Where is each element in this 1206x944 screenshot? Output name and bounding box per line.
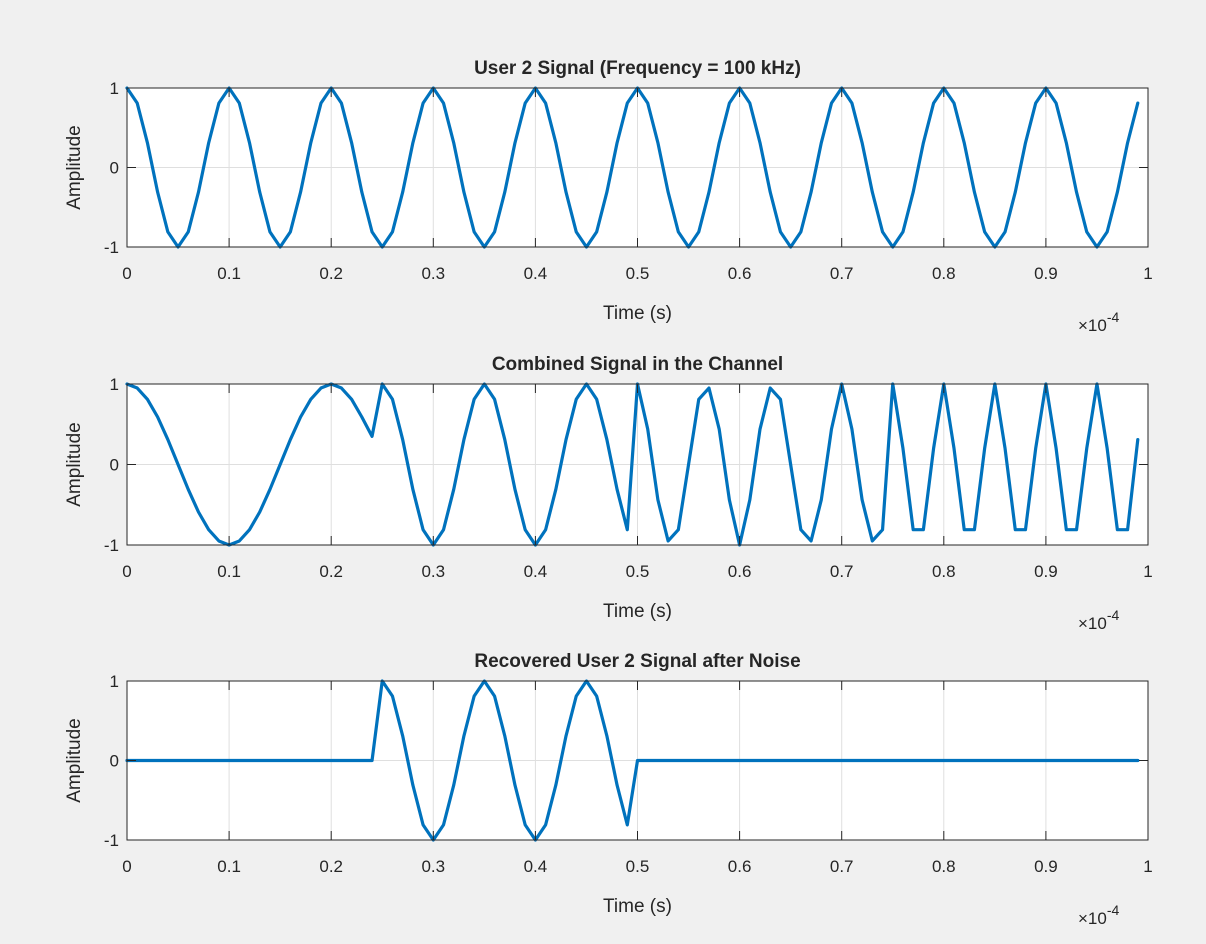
x-exponent-base: ×10 — [1078, 909, 1107, 928]
x-tick-label: 0.7 — [830, 264, 854, 283]
x-exponent-base: ×10 — [1078, 316, 1107, 335]
x-tick-label: 0.6 — [728, 264, 752, 283]
y-tick-label: 0 — [110, 752, 119, 771]
x-tick-label: 1 — [1143, 857, 1152, 876]
x-tick-label: 0.2 — [319, 857, 343, 876]
x-axis-label: Time (s) — [603, 896, 672, 917]
chart-title: User 2 Signal (Frequency = 100 kHz) — [474, 58, 801, 79]
x-tick-label: 0.3 — [421, 264, 445, 283]
y-tick-label: -1 — [104, 536, 119, 555]
x-exponent-label: ×10-4 — [1078, 309, 1120, 335]
y-axis-label: Amplitude — [64, 125, 85, 210]
x-tick-label: 0.1 — [217, 857, 241, 876]
x-exponent-base: ×10 — [1078, 614, 1107, 633]
x-tick-label: 0.3 — [421, 857, 445, 876]
x-tick-label: 0.9 — [1034, 264, 1058, 283]
x-tick-label: 0.4 — [524, 562, 548, 581]
x-tick-label: 0.1 — [217, 264, 241, 283]
y-axis-label: Amplitude — [64, 718, 85, 803]
y-tick-label: -1 — [104, 238, 119, 257]
series-line-1 — [125, 86, 1140, 249]
x-exponent-power: -4 — [1107, 309, 1120, 325]
x-tick-label: 0.8 — [932, 562, 956, 581]
y-tick-label: 1 — [110, 375, 119, 394]
series-line-1 — [125, 679, 1140, 842]
x-exponent-power: -4 — [1107, 607, 1120, 623]
x-tick-label: 0.1 — [217, 562, 241, 581]
x-tick-label: 0.9 — [1034, 857, 1058, 876]
x-tick-label: 0.4 — [524, 857, 548, 876]
x-tick-label: 0.4 — [524, 264, 548, 283]
x-tick-label: 0.5 — [626, 562, 650, 581]
y-tick-label: 0 — [110, 159, 119, 178]
y-tick-label: 1 — [110, 79, 119, 98]
x-tick-label: 0 — [122, 857, 131, 876]
chart-title: Recovered User 2 Signal after Noise — [474, 651, 800, 672]
x-tick-label: 0.5 — [626, 857, 650, 876]
x-tick-label: 0.8 — [932, 264, 956, 283]
series-line-1 — [125, 382, 1140, 547]
x-axis-label: Time (s) — [603, 601, 672, 622]
x-tick-label: 0.9 — [1034, 562, 1058, 581]
x-tick-label: 0.2 — [319, 562, 343, 581]
x-axis-label: Time (s) — [603, 303, 672, 324]
y-tick-label: 0 — [110, 456, 119, 475]
subplot-3: 0 0.1 0.2 0.3 0.4 0.5 0.6 0.7 0.8 0.9 1-101Recover… — [64, 651, 1153, 928]
x-tick-label: 1 — [1143, 264, 1152, 283]
x-exponent-power: -4 — [1107, 902, 1120, 918]
x-tick-label: 0.5 — [626, 264, 650, 283]
chart-title: Combined Signal in the Channel — [492, 354, 783, 375]
x-exponent-label: ×10-4 — [1078, 607, 1120, 633]
y-axis-label: Amplitude — [64, 422, 85, 507]
x-tick-label: 1 — [1143, 562, 1152, 581]
x-tick-label: 0.2 — [319, 264, 343, 283]
x-tick-label: 0.3 — [421, 562, 445, 581]
subplot-2: 0 0.1 0.2 0.3 0.4 0.5 0.6 0.7 0.8 0.9 1-101Combine… — [64, 354, 1153, 633]
x-tick-label: 0.8 — [932, 857, 956, 876]
x-exponent-label: ×10-4 — [1078, 902, 1120, 928]
x-tick-label: 0 — [122, 264, 131, 283]
x-tick-label: 0.7 — [830, 562, 854, 581]
y-tick-label: -1 — [104, 831, 119, 850]
y-tick-label: 1 — [110, 672, 119, 691]
x-tick-label: 0.6 — [728, 857, 752, 876]
x-tick-label: 0.6 — [728, 562, 752, 581]
x-tick-label: 0.7 — [830, 857, 854, 876]
x-tick-label: 0 — [122, 562, 131, 581]
